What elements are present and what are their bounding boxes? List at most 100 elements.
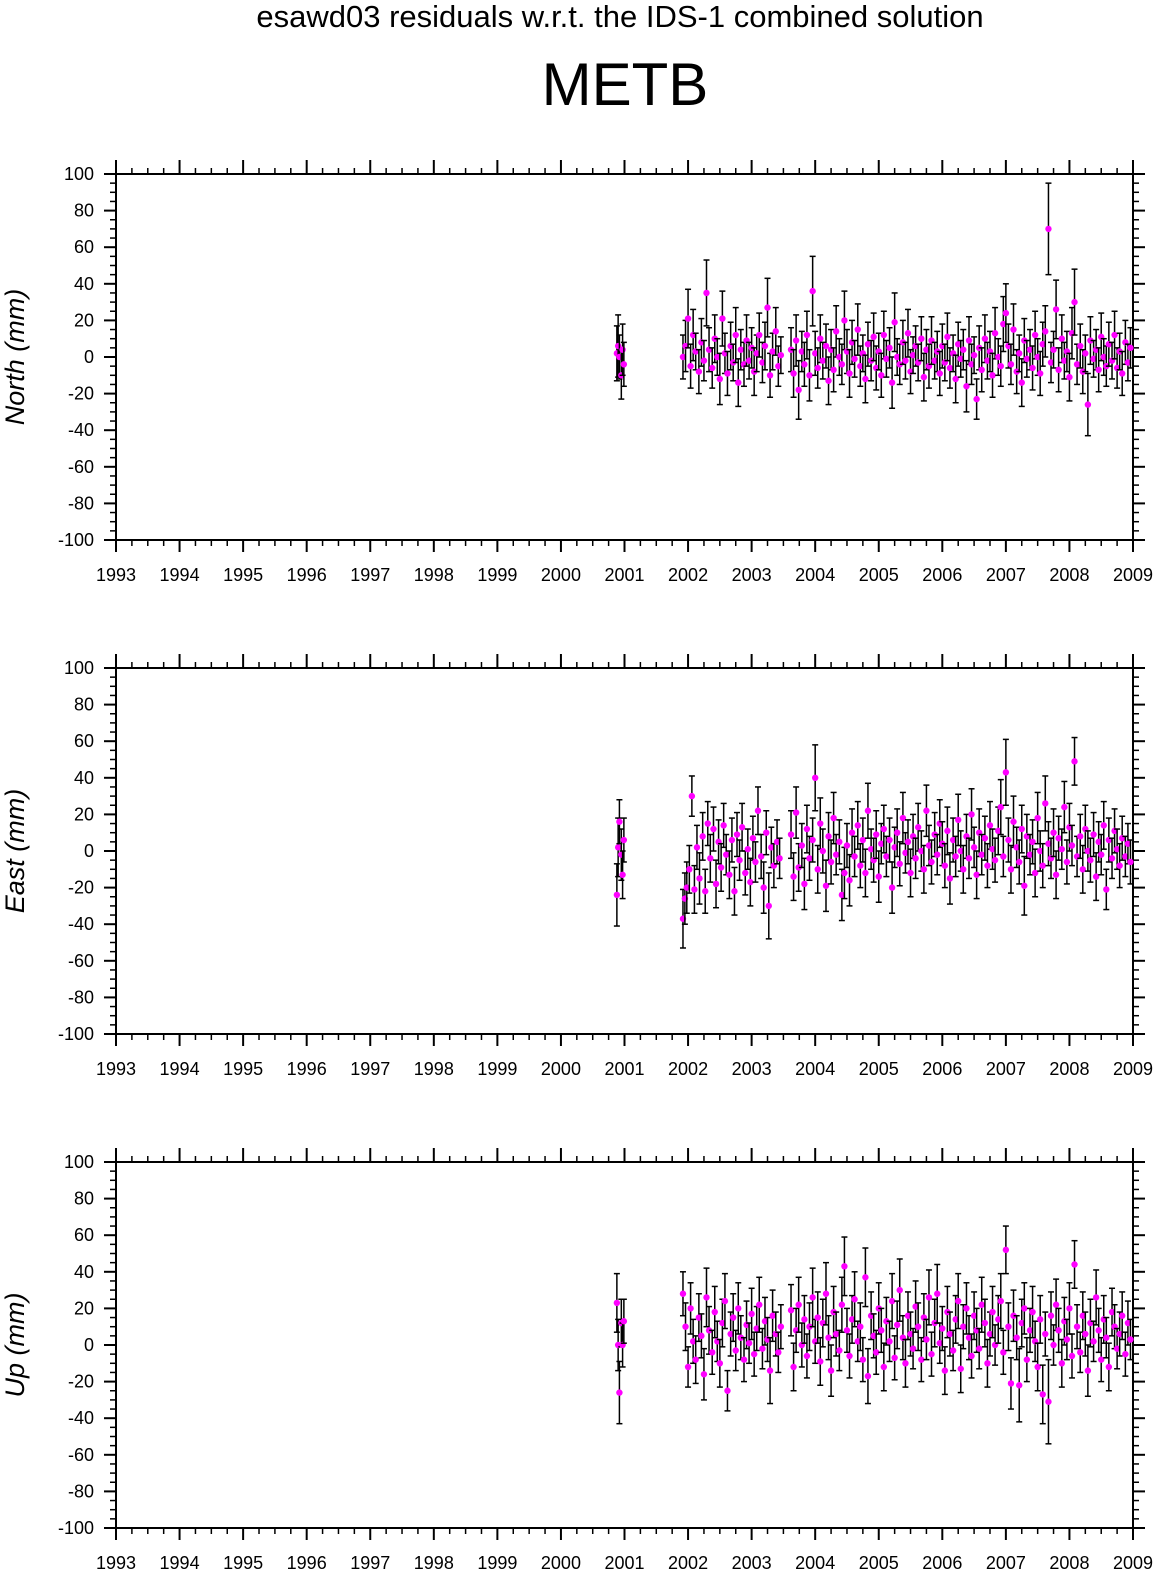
data-point [817,820,824,827]
data-point [740,1356,748,1363]
data-point [825,833,832,840]
data-point [764,304,771,311]
data-point [984,357,991,364]
data-point [1068,1352,1076,1360]
y-tick-label: -40 [68,914,94,934]
data-point [832,328,840,335]
data-point [949,836,957,844]
x-tick-label: 2005 [859,1059,899,1079]
data-point [848,1316,856,1323]
data-point [1079,1312,1086,1319]
data-point [801,361,808,368]
data-point [620,361,628,368]
data-point [944,333,951,341]
data-point [769,348,776,355]
data-point [613,1299,621,1307]
data-point [995,353,1002,361]
data-point [878,840,885,847]
data-point [952,375,959,383]
data-point [1077,342,1084,350]
data-point [920,866,928,873]
data-point [729,1314,737,1321]
x-tick-label: 2005 [859,1553,899,1573]
data-point [836,1347,843,1354]
data-point [735,379,742,386]
data-point [703,289,710,297]
data-point [736,856,743,864]
data-point [1098,851,1105,858]
y-tick-label: -20 [68,878,94,898]
data-point [726,871,733,878]
data-point [973,871,980,878]
x-tick-label: 2009 [1113,1553,1153,1573]
data-point [684,1363,692,1371]
data-point [709,364,716,372]
x-tick-label: 2002 [668,1059,708,1079]
data-point [1073,1323,1081,1330]
data-point [1050,829,1057,836]
data-point [846,370,853,377]
data-point [1098,1356,1105,1363]
data-point [1122,853,1129,860]
data-point [1050,346,1057,353]
y-tick-label: -40 [68,1408,94,1428]
x-tick-label: 1998 [414,1059,454,1079]
data-point [766,372,774,379]
data-point [616,818,623,825]
data-point [1105,1363,1113,1371]
data-point [1084,401,1092,408]
x-tick-label: 2006 [922,565,962,585]
data-point [759,1345,766,1352]
data-point [970,844,978,851]
data-point [798,348,806,355]
y-tick-label: -60 [68,951,94,971]
data-point [616,1389,623,1396]
x-tick-label: 2004 [795,1059,835,1079]
data-point [766,1367,774,1374]
data-point [880,331,888,339]
north-panel: 1993 1994 1995 1996 1997 1998 1999 2000 2001 2002… [0,160,1153,585]
data-point [891,319,898,326]
up-panel: 1993 1994 1995 1996 1997 1998 1999 2000 2001 2002… [0,1148,1153,1573]
data-point [851,1296,858,1303]
data-point [753,350,760,357]
data-point [709,1349,716,1356]
data-point [1000,1349,1007,1356]
x-tick-label: 2002 [668,1553,708,1573]
data-point [997,1297,1004,1305]
data-point [873,1349,880,1356]
data-point [931,357,938,364]
data-point [814,364,821,372]
data-point [846,877,853,884]
figure-title: esawd03 residuals w.r.t. the IDS-1 combi… [256,0,984,34]
data-point [941,862,949,869]
data-point [1116,1330,1123,1338]
data-point [688,792,696,800]
y-tick-label: -80 [68,1481,94,1501]
data-point [909,351,917,359]
data-point [1111,331,1118,339]
data-point [750,1350,758,1358]
data-point [1036,847,1044,855]
data-point [1116,862,1123,869]
x-tick-label: 2008 [1049,565,1089,585]
data-point [765,902,772,910]
data-point [727,1330,734,1338]
data-point [795,864,802,871]
data-point [914,824,922,831]
data-point [814,1314,821,1321]
data-point [720,822,727,829]
data-point [1047,1312,1055,1319]
data-point [732,1347,739,1354]
y-tick-label: 80 [74,1189,94,1209]
data-point [803,825,811,833]
data-point [1039,340,1046,348]
data-point [891,1354,898,1362]
x-tick-label: 1996 [287,1553,327,1573]
data-point [848,829,856,836]
data-point [857,862,864,869]
data-point [738,824,746,831]
data-point [952,853,959,860]
data-point [973,395,980,403]
